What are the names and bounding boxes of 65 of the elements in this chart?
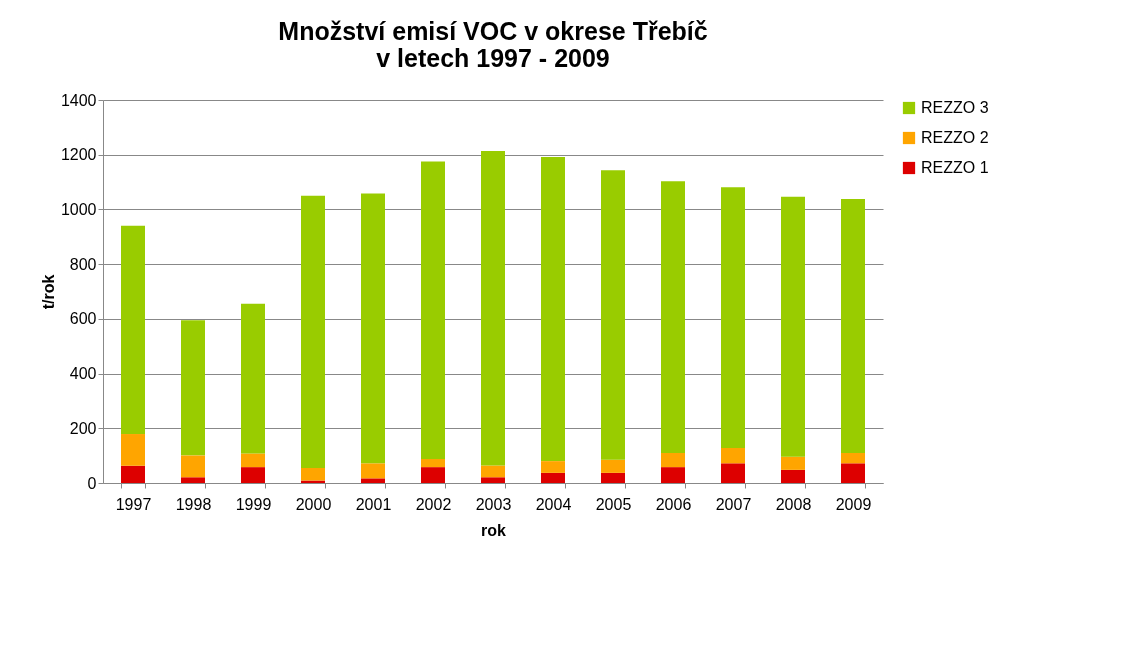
x-tick-label: 1998 bbox=[175, 495, 212, 513]
y-tick-label: 800 bbox=[69, 255, 97, 273]
legend-label: REZZO 1 bbox=[921, 159, 989, 176]
x-tick-label: 2009 bbox=[835, 495, 872, 513]
x-tick-label: 2001 bbox=[355, 495, 392, 513]
x-tick-label: 2006 bbox=[655, 495, 692, 513]
bar bbox=[721, 463, 745, 483]
bar bbox=[421, 458, 445, 468]
bar bbox=[841, 463, 865, 483]
y-tick-label: 1000 bbox=[60, 200, 97, 218]
bar bbox=[241, 303, 265, 454]
bar bbox=[541, 472, 565, 483]
bar bbox=[181, 320, 205, 456]
bar bbox=[481, 477, 505, 483]
x-tick-label: 2005 bbox=[595, 495, 632, 513]
bar bbox=[301, 195, 325, 468]
chart-title: Množství emisí VOC v okrese Třebíč v letech 1997 - 2009 bbox=[278, 17, 708, 72]
x-tick-label: 2003 bbox=[475, 495, 512, 513]
bar bbox=[241, 467, 265, 483]
bar bbox=[361, 478, 385, 483]
bar bbox=[721, 187, 745, 448]
y-tick-label: 1400 bbox=[60, 91, 97, 109]
y-tick-label: 600 bbox=[69, 310, 97, 328]
x-tick-label: 1997 bbox=[115, 495, 152, 513]
x-tick-label: 2000 bbox=[295, 495, 332, 513]
bar bbox=[181, 455, 205, 478]
y-tick-label: 1200 bbox=[60, 146, 97, 164]
x-tick-label: 2004 bbox=[535, 495, 572, 513]
bar bbox=[841, 452, 865, 464]
bar bbox=[601, 170, 625, 460]
bar bbox=[121, 465, 145, 483]
x-tick-label: 2008 bbox=[775, 495, 812, 513]
y-tick-label: 0 bbox=[87, 474, 97, 492]
bar bbox=[481, 465, 505, 478]
y-axis-title: t/rok bbox=[39, 274, 57, 310]
bar bbox=[421, 467, 445, 483]
bar bbox=[601, 472, 625, 483]
bar bbox=[841, 199, 865, 453]
bar bbox=[241, 453, 265, 468]
bar bbox=[121, 434, 145, 466]
bar bbox=[481, 150, 505, 466]
bar bbox=[541, 156, 565, 462]
x-tick-label: 1999 bbox=[235, 495, 272, 513]
bar bbox=[781, 196, 805, 457]
legend-label: REZZO 2 bbox=[921, 129, 989, 146]
bar bbox=[421, 161, 445, 459]
bar bbox=[361, 463, 385, 479]
bar bbox=[121, 225, 145, 435]
y-tick-label: 200 bbox=[69, 419, 97, 437]
bar bbox=[781, 469, 805, 483]
bar bbox=[661, 181, 685, 453]
bar bbox=[301, 467, 325, 481]
bar bbox=[661, 467, 685, 483]
bar bbox=[781, 456, 805, 470]
bar bbox=[181, 477, 205, 483]
bar bbox=[721, 447, 745, 464]
bar bbox=[601, 459, 625, 473]
bar bbox=[541, 461, 565, 473]
y-tick-label: 400 bbox=[69, 365, 97, 383]
x-tick-label: 2007 bbox=[715, 495, 752, 513]
legend-label: REZZO 3 bbox=[921, 99, 989, 116]
x-axis-title: rok bbox=[481, 521, 507, 539]
bar bbox=[361, 193, 385, 464]
bar bbox=[661, 452, 685, 468]
x-tick-label: 2002 bbox=[415, 495, 452, 513]
